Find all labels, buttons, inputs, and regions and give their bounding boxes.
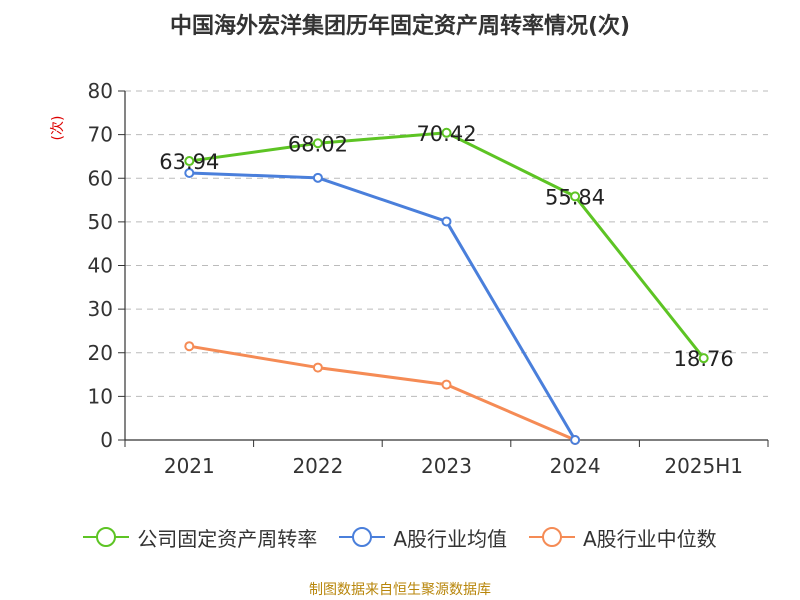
legend-line-icon — [529, 527, 575, 547]
legend: 公司固定资产周转率 A股行业均值 A股行业中位数 — [0, 520, 800, 554]
data-point — [698, 353, 709, 364]
y-tick-label: 60 — [88, 166, 113, 190]
data-point — [441, 379, 452, 390]
legend-label: A股行业中位数 — [583, 526, 717, 551]
y-tick-label: 80 — [88, 79, 113, 103]
legend-label: A股行业均值 — [393, 526, 507, 551]
series-line — [189, 131, 705, 360]
x-tick-label: 2023 — [421, 454, 472, 478]
source-note: 制图数据来自恒生聚源数据库 — [309, 582, 491, 598]
data-point — [441, 216, 452, 227]
y-tick-label: 40 — [88, 254, 113, 278]
chart-title: 中国海外宏洋集团历年固定资产周转率情况(次) — [169, 14, 631, 39]
data-point — [570, 191, 581, 202]
x-tick-label: 2024 — [550, 454, 601, 478]
data-point — [570, 435, 581, 445]
data-label: 18.76 — [674, 347, 734, 371]
x-tick-label: 2021 — [164, 454, 215, 478]
legend-line-icon — [339, 527, 386, 547]
legend-item: 公司固定资产周转率 — [83, 523, 317, 552]
data-labels: 63.94 68.02 70.42 55.84 18.76 — [159, 122, 734, 371]
y-axis-label: (次) — [50, 116, 66, 141]
series-lines — [184, 127, 709, 445]
y-tick-label: 0 — [100, 428, 113, 452]
data-label: 68.02 — [288, 132, 348, 156]
y-tick-label: 50 — [88, 210, 113, 234]
legend-label: 公司固定资产周转率 — [137, 526, 318, 551]
axes: 0 10 20 30 40 50 60 70 80 2021 2022 2023 2024 2025H1 — [88, 79, 769, 478]
series-line — [189, 344, 576, 442]
legend-item: A股行业中位数 — [529, 523, 717, 552]
data-point — [312, 362, 323, 373]
legend-line-icon — [83, 527, 130, 547]
data-point — [312, 138, 323, 149]
y-tick-label: 20 — [88, 341, 113, 365]
series-line — [189, 171, 577, 441]
data-point — [312, 172, 323, 183]
y-tick-label: 30 — [88, 297, 113, 321]
y-tick-label: 70 — [88, 123, 113, 147]
data-point — [184, 341, 195, 352]
x-tick-label: 2022 — [292, 454, 343, 478]
data-point — [184, 168, 195, 179]
data-label: 70.42 — [416, 122, 476, 146]
y-tick-label: 10 — [88, 384, 113, 408]
data-point — [184, 156, 195, 167]
data-label: 63.94 — [159, 150, 219, 174]
x-tick-label: 2025H1 — [664, 454, 743, 478]
data-label: 55.84 — [545, 185, 605, 209]
data-point — [441, 127, 452, 138]
legend-item: A股行业均值 — [339, 523, 507, 552]
